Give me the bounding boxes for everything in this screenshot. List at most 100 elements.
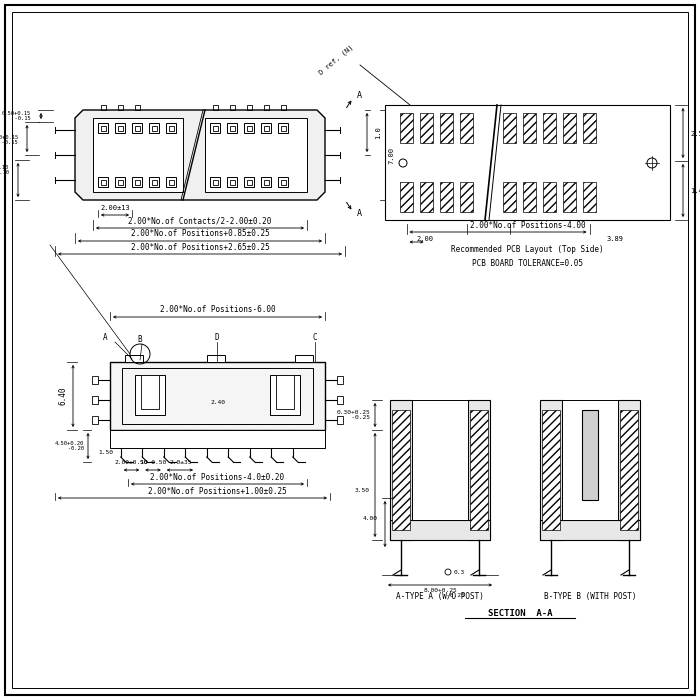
Bar xyxy=(542,410,560,530)
Bar xyxy=(230,179,235,185)
Bar xyxy=(543,182,556,212)
Bar xyxy=(278,123,288,133)
Text: 2.00±0.10: 2.00±0.10 xyxy=(115,461,148,466)
Bar xyxy=(244,177,254,187)
Bar xyxy=(503,113,516,143)
Bar xyxy=(98,177,108,187)
Bar xyxy=(210,177,220,187)
Bar xyxy=(281,125,286,130)
Text: D ref. (N): D ref. (N) xyxy=(318,44,355,76)
Bar xyxy=(132,123,142,133)
Text: B-TYPE B (WITH POST): B-TYPE B (WITH POST) xyxy=(544,592,636,601)
Bar xyxy=(135,105,140,110)
Bar xyxy=(92,396,98,404)
Text: 0.3: 0.3 xyxy=(454,570,466,575)
Text: 7.00: 7.00 xyxy=(388,146,394,164)
Bar xyxy=(523,182,536,212)
Text: 2.00*No.of Positions-6.00: 2.00*No.of Positions-6.00 xyxy=(160,304,275,314)
Text: 0.30+0.25
       -0.25: 0.30+0.25 -0.25 xyxy=(325,410,370,421)
Bar xyxy=(440,182,453,212)
Bar xyxy=(583,113,596,143)
Bar xyxy=(278,177,288,187)
Bar xyxy=(118,105,123,110)
Bar xyxy=(110,362,325,430)
Text: 2.00*No.of Positions+2.65±0.25: 2.00*No.of Positions+2.65±0.25 xyxy=(131,242,270,251)
Bar xyxy=(276,375,294,409)
Bar xyxy=(125,355,143,362)
Text: 2.0±35: 2.0±35 xyxy=(169,461,193,466)
Bar xyxy=(135,375,165,415)
Polygon shape xyxy=(75,110,325,200)
Bar xyxy=(460,113,473,143)
Bar xyxy=(151,125,157,130)
Bar xyxy=(205,118,307,192)
Bar xyxy=(400,182,413,212)
Bar xyxy=(92,416,98,424)
Bar xyxy=(227,123,237,133)
Text: SECTION  A-A: SECTION A-A xyxy=(488,608,552,617)
Bar xyxy=(295,355,313,362)
Text: A-TYPE A (W/O POST): A-TYPE A (W/O POST) xyxy=(396,592,484,601)
Text: 2.00*No.of Positions-4.0±0.20: 2.00*No.of Positions-4.0±0.20 xyxy=(150,473,285,482)
Text: 6.40: 6.40 xyxy=(58,386,67,405)
Text: 2.00*No.of Positions+0.85±0.25: 2.00*No.of Positions+0.85±0.25 xyxy=(131,230,270,239)
Bar xyxy=(270,375,300,415)
Bar xyxy=(420,113,433,143)
Text: 8.00+0.25
        -0.25: 8.00+0.25 -0.25 xyxy=(416,587,464,598)
Bar xyxy=(470,410,488,530)
Bar xyxy=(151,179,157,185)
Bar xyxy=(92,376,98,384)
Bar xyxy=(263,179,269,185)
Text: 2.00: 2.00 xyxy=(416,236,433,242)
Text: A: A xyxy=(356,92,361,101)
Bar xyxy=(213,179,218,185)
Bar xyxy=(115,177,125,187)
Bar xyxy=(563,113,576,143)
Bar xyxy=(620,410,638,530)
Bar xyxy=(101,105,106,110)
Text: 2.50: 2.50 xyxy=(690,131,700,136)
Bar xyxy=(122,368,313,424)
Bar xyxy=(392,410,410,530)
Bar xyxy=(132,177,142,187)
Text: 4.50+0.20
       -0.20: 4.50+0.20 -0.20 xyxy=(45,440,84,452)
Bar xyxy=(244,123,254,133)
Bar xyxy=(149,123,159,133)
Bar xyxy=(563,182,576,212)
Bar xyxy=(582,410,598,500)
Text: D: D xyxy=(215,332,219,342)
Bar xyxy=(134,125,139,130)
Bar xyxy=(247,105,252,110)
Bar xyxy=(468,400,490,540)
Bar xyxy=(169,125,174,130)
Bar xyxy=(503,182,516,212)
Text: SO 0.50: SO 0.50 xyxy=(140,461,166,466)
Bar xyxy=(281,105,286,110)
Bar xyxy=(390,520,490,540)
Bar xyxy=(110,430,325,448)
Bar xyxy=(390,400,412,540)
Bar xyxy=(213,125,218,130)
Bar xyxy=(207,355,225,362)
Bar xyxy=(227,177,237,187)
Bar xyxy=(115,123,125,133)
Text: 0.50+0.15
      -0.15: 0.50+0.15 -0.15 xyxy=(0,111,31,121)
Bar xyxy=(412,400,468,520)
Bar xyxy=(118,125,122,130)
Text: 2.00*No.of Positions-4.00: 2.00*No.of Positions-4.00 xyxy=(470,220,585,230)
Text: Recommended PCB Layout (Top Side): Recommended PCB Layout (Top Side) xyxy=(452,246,604,255)
Bar xyxy=(118,179,122,185)
Bar xyxy=(98,123,108,133)
Text: 1.0: 1.0 xyxy=(375,126,381,139)
Bar xyxy=(583,182,596,212)
Text: A: A xyxy=(356,209,361,218)
Text: C: C xyxy=(313,332,317,342)
Text: 2.00±13: 2.00±13 xyxy=(100,205,130,211)
Bar xyxy=(540,520,640,540)
Text: 2.00*No.of Contacts/2-2.00±0.20: 2.00*No.of Contacts/2-2.00±0.20 xyxy=(128,216,272,225)
Text: A: A xyxy=(103,332,107,342)
Text: PCB BOARD TOLERANCE=0.05: PCB BOARD TOLERANCE=0.05 xyxy=(472,258,583,267)
Text: 2.40: 2.40 xyxy=(210,400,225,405)
Bar xyxy=(562,400,618,520)
Bar xyxy=(337,396,343,404)
